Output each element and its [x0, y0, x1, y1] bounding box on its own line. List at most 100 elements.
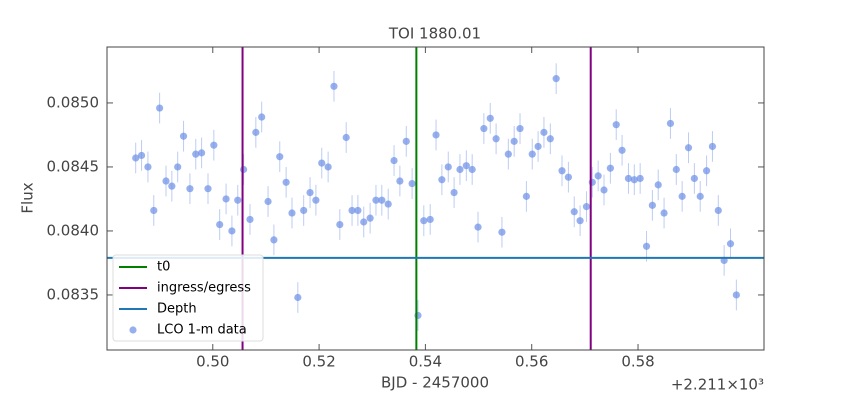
- data-point: [276, 153, 284, 161]
- data-point: [714, 206, 722, 215]
- x-tick-label: 0.52: [302, 353, 335, 371]
- data-point: [330, 82, 338, 90]
- data-point: [210, 141, 218, 149]
- data-point: [480, 124, 488, 133]
- data-point: [312, 196, 320, 204]
- data-point: [594, 172, 602, 180]
- data-point: [450, 188, 458, 197]
- data-point: [552, 75, 560, 83]
- data-point: [726, 240, 735, 248]
- data-point: [492, 135, 500, 143]
- legend-label: ingress/egress: [157, 281, 251, 296]
- data-point: [318, 159, 326, 167]
- data-point: [300, 206, 308, 215]
- data-point: [282, 178, 290, 186]
- data-point: [474, 223, 482, 231]
- data-point: [240, 165, 248, 174]
- data-point: [150, 206, 158, 215]
- data-point: [708, 142, 717, 151]
- data-point: [648, 201, 656, 209]
- x-axis-label: BJD - 2457000: [381, 374, 489, 392]
- data-point: [420, 217, 428, 225]
- data-point: [576, 217, 584, 225]
- data-point: [438, 176, 446, 184]
- data-point: [612, 121, 620, 129]
- data-point: [348, 206, 356, 215]
- data-point: [366, 214, 374, 222]
- data-point: [642, 242, 651, 250]
- data-point: [402, 137, 410, 145]
- data-point: [606, 164, 614, 172]
- data-point: [618, 146, 626, 154]
- data-point: [294, 293, 302, 302]
- y-tick-label: 0.0845: [47, 157, 100, 175]
- data-point: [504, 150, 512, 158]
- data-point: [528, 150, 536, 158]
- data-point: [690, 174, 698, 183]
- x-tick-label: 0.50: [196, 353, 229, 371]
- data-point: [174, 163, 182, 171]
- x-tick-label: 0.54: [409, 353, 442, 371]
- x-offset-label: +2.211×10³: [671, 376, 764, 394]
- data-point: [600, 186, 608, 194]
- data-point: [522, 192, 530, 200]
- data-point: [666, 119, 675, 128]
- data-point: [444, 163, 452, 171]
- data-point: [372, 196, 380, 204]
- data-point: [228, 227, 236, 235]
- data-point: [426, 215, 434, 224]
- data-point: [456, 165, 464, 174]
- data-point: [540, 128, 548, 136]
- data-point: [222, 195, 230, 203]
- data-point: [654, 181, 662, 189]
- data-point: [132, 154, 140, 162]
- data-point: [288, 209, 296, 217]
- data-point: [354, 206, 362, 215]
- data-point: [546, 135, 554, 143]
- data-point: [216, 220, 224, 229]
- data-point: [468, 165, 476, 174]
- data-point: [179, 132, 188, 140]
- data-point: [624, 174, 633, 183]
- data-point: [390, 156, 398, 165]
- data-point: [252, 128, 260, 136]
- data-point: [696, 192, 704, 200]
- data-point: [432, 131, 440, 139]
- data-point: [306, 188, 314, 197]
- data-point: [570, 208, 578, 216]
- data-point: [246, 215, 254, 224]
- data-point: [342, 133, 350, 142]
- data-point: [516, 124, 524, 133]
- data-point: [234, 196, 242, 204]
- data-point: [270, 236, 278, 244]
- data-point: [510, 137, 518, 145]
- data-point: [564, 173, 572, 181]
- y-tick-label: 0.0835: [47, 285, 100, 303]
- data-point: [534, 142, 542, 151]
- data-point: [672, 165, 680, 174]
- data-point: [186, 185, 194, 193]
- data-point: [336, 220, 344, 229]
- data-point: [684, 144, 693, 152]
- data-point: [408, 179, 416, 188]
- data-point: [630, 176, 638, 184]
- y-axis-label: Flux: [19, 182, 37, 213]
- data-point: [384, 200, 392, 208]
- data-point: [156, 104, 164, 112]
- legend-label: t0: [157, 260, 170, 275]
- legend-marker: [129, 326, 137, 334]
- data-point: [702, 167, 711, 175]
- data-point: [462, 162, 470, 170]
- data-point: [198, 149, 206, 157]
- data-point: [204, 185, 212, 193]
- y-tick-label: 0.0850: [47, 93, 100, 111]
- data-point: [264, 197, 272, 206]
- data-point: [192, 150, 200, 158]
- data-point: [498, 228, 506, 236]
- data-point: [558, 167, 566, 175]
- chart-title: TOI 1880.01: [388, 25, 481, 43]
- y-tick-label: 0.0840: [47, 221, 100, 239]
- data-point: [378, 196, 386, 204]
